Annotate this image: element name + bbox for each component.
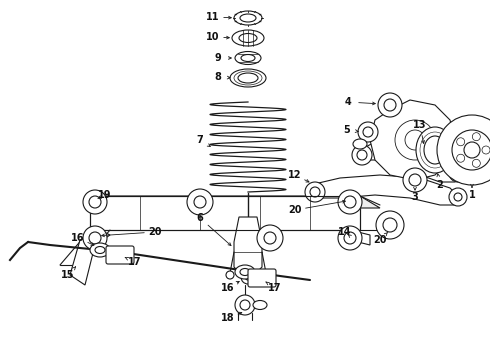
Text: 17: 17 (268, 283, 282, 293)
Ellipse shape (239, 33, 257, 42)
Circle shape (395, 120, 435, 160)
Circle shape (403, 168, 427, 192)
Text: 15: 15 (61, 270, 75, 280)
Circle shape (449, 188, 467, 206)
Circle shape (226, 271, 234, 279)
Circle shape (89, 232, 101, 244)
Ellipse shape (235, 51, 261, 64)
Circle shape (357, 150, 367, 160)
Ellipse shape (240, 14, 256, 22)
Polygon shape (370, 100, 455, 180)
Circle shape (83, 226, 107, 250)
Text: 5: 5 (343, 125, 350, 135)
Text: 11: 11 (206, 12, 220, 22)
Polygon shape (234, 217, 262, 272)
Circle shape (89, 196, 101, 208)
Text: 12: 12 (288, 170, 302, 180)
Text: 13: 13 (413, 120, 427, 130)
Circle shape (264, 232, 276, 244)
Circle shape (262, 271, 270, 279)
Polygon shape (340, 230, 370, 245)
Polygon shape (70, 230, 110, 285)
Ellipse shape (424, 136, 446, 164)
Text: 16: 16 (71, 233, 85, 243)
Circle shape (352, 145, 372, 165)
Ellipse shape (240, 269, 250, 275)
Text: 20: 20 (288, 205, 302, 215)
Text: 20: 20 (148, 227, 162, 237)
Ellipse shape (90, 243, 110, 257)
Ellipse shape (230, 69, 266, 87)
Ellipse shape (238, 73, 258, 83)
Text: 16: 16 (221, 283, 235, 293)
Circle shape (449, 164, 467, 182)
Circle shape (454, 193, 462, 201)
Polygon shape (90, 196, 380, 208)
Circle shape (305, 182, 325, 202)
Circle shape (338, 226, 362, 250)
Circle shape (405, 130, 425, 150)
Circle shape (241, 270, 255, 284)
Circle shape (245, 274, 251, 280)
Circle shape (472, 133, 480, 141)
Ellipse shape (234, 11, 262, 25)
Text: 20: 20 (373, 235, 387, 245)
Text: 18: 18 (221, 313, 235, 323)
Circle shape (235, 295, 255, 315)
Circle shape (310, 187, 320, 197)
Ellipse shape (353, 139, 367, 149)
Polygon shape (90, 196, 360, 230)
Circle shape (383, 218, 397, 232)
Polygon shape (310, 175, 460, 205)
Circle shape (457, 154, 465, 162)
Text: 19: 19 (98, 190, 112, 200)
Text: 14: 14 (338, 227, 352, 237)
Circle shape (384, 99, 396, 111)
Circle shape (83, 190, 107, 214)
Ellipse shape (253, 301, 267, 310)
FancyBboxPatch shape (248, 269, 276, 287)
Circle shape (454, 169, 462, 177)
Circle shape (472, 159, 480, 167)
Circle shape (187, 189, 213, 215)
Circle shape (257, 225, 283, 251)
Circle shape (378, 93, 402, 117)
Text: 4: 4 (344, 97, 351, 107)
Ellipse shape (416, 127, 454, 173)
Text: 2: 2 (437, 180, 443, 190)
Ellipse shape (235, 265, 255, 279)
Text: 17: 17 (128, 257, 142, 267)
Circle shape (482, 146, 490, 154)
Text: 9: 9 (215, 53, 221, 63)
Ellipse shape (241, 54, 255, 62)
Circle shape (376, 211, 404, 239)
Circle shape (338, 190, 362, 214)
Text: 3: 3 (412, 192, 418, 202)
Circle shape (409, 174, 421, 186)
Text: 1: 1 (468, 190, 475, 200)
Ellipse shape (232, 30, 264, 46)
Polygon shape (360, 138, 460, 182)
Text: 10: 10 (206, 32, 220, 42)
Circle shape (363, 127, 373, 137)
Text: 8: 8 (215, 72, 221, 82)
Circle shape (194, 196, 206, 208)
Ellipse shape (95, 247, 105, 253)
Circle shape (344, 196, 356, 208)
Circle shape (240, 300, 250, 310)
Circle shape (358, 122, 378, 142)
Text: 7: 7 (196, 135, 203, 145)
Circle shape (452, 130, 490, 170)
Circle shape (344, 232, 356, 244)
Text: 6: 6 (196, 213, 203, 223)
Circle shape (457, 138, 465, 146)
Circle shape (437, 115, 490, 185)
Circle shape (464, 142, 480, 158)
FancyBboxPatch shape (106, 246, 134, 264)
